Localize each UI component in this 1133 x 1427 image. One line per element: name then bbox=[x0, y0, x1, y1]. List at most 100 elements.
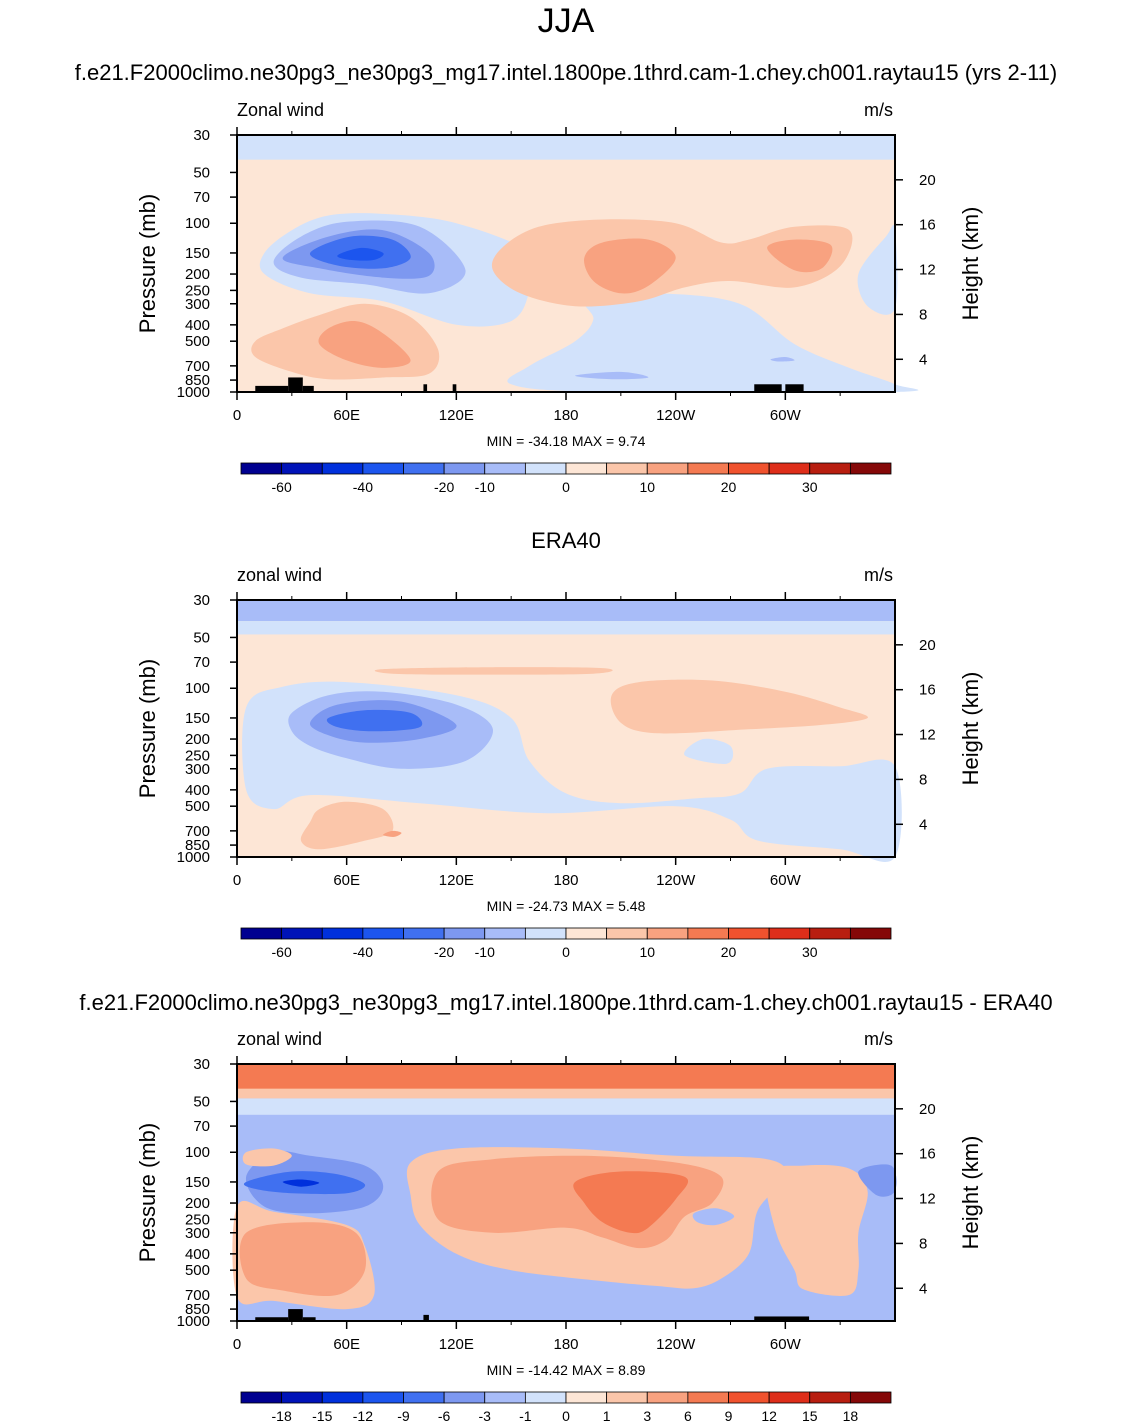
x-tick-label: 180 bbox=[553, 872, 578, 889]
y-tick-label: 400 bbox=[185, 317, 210, 334]
colorbar-swatch bbox=[321, 927, 364, 940]
terrain-block bbox=[785, 384, 804, 392]
terrain-block bbox=[754, 1316, 810, 1321]
height-tick-label: 8 bbox=[919, 1235, 927, 1252]
region-jet-core-max bbox=[337, 247, 384, 261]
y-tick-label: 500 bbox=[185, 1262, 210, 1279]
colorbar-swatch bbox=[565, 462, 608, 475]
colorbar-label: 10 bbox=[639, 479, 655, 495]
x-tick-label: 120W bbox=[656, 407, 696, 424]
colorbar-swatch bbox=[809, 927, 851, 940]
colorbar-swatch bbox=[728, 927, 770, 940]
panel-2-title: ERA40 bbox=[531, 528, 601, 553]
x-tick-label: 180 bbox=[553, 407, 578, 424]
terrain-block bbox=[423, 1314, 429, 1321]
colorbar-swatch bbox=[728, 462, 770, 475]
x-tick-label: 60W bbox=[770, 1336, 802, 1353]
colorbar-swatch bbox=[565, 927, 608, 940]
region-positive bbox=[242, 1148, 292, 1167]
y-tick-label: 400 bbox=[185, 782, 210, 799]
x-tick-label: 120E bbox=[439, 407, 474, 424]
terrain-block bbox=[288, 1309, 303, 1321]
colorbar-swatch bbox=[321, 1391, 364, 1404]
panel-1-title: f.e21.F2000climo.ne30pg3_ne30pg3_mg17.in… bbox=[74, 60, 1058, 85]
colorbar-swatch bbox=[240, 462, 283, 475]
terrain-block bbox=[423, 384, 428, 392]
colorbar-swatch bbox=[687, 462, 729, 475]
colorbar-swatch bbox=[403, 927, 445, 940]
region-jet-core bbox=[326, 709, 423, 732]
y-tick-label: 100 bbox=[185, 680, 210, 697]
colorbar-label: 0 bbox=[562, 1408, 570, 1424]
y-tick-label: 300 bbox=[185, 761, 210, 778]
colorbar-swatch bbox=[281, 1391, 323, 1404]
colorbar-swatch bbox=[606, 927, 648, 940]
colorbar-label: 12 bbox=[761, 1408, 777, 1424]
region-top-easterly bbox=[237, 135, 895, 160]
y-tick-label: 300 bbox=[185, 1225, 210, 1242]
region-positive bbox=[374, 667, 613, 675]
y-tick-label: 850 bbox=[185, 1301, 210, 1318]
region-negative bbox=[858, 1164, 897, 1197]
colorbar-label: -10 bbox=[475, 479, 495, 495]
terrain-block bbox=[302, 1317, 316, 1321]
terrain-block bbox=[452, 384, 457, 392]
y-axis-title: Pressure (mb) bbox=[135, 194, 160, 333]
x-tick-label: 120W bbox=[656, 872, 696, 889]
height-tick-label: 20 bbox=[919, 1101, 936, 1118]
x-tick-label: 60E bbox=[333, 872, 360, 889]
colorbar-label: 10 bbox=[639, 944, 655, 960]
colorbar-swatch bbox=[849, 1391, 892, 1404]
region-positive bbox=[300, 801, 394, 850]
terrain-block bbox=[255, 385, 289, 392]
colorbar-label: 18 bbox=[843, 1408, 859, 1424]
y-tick-label: 70 bbox=[193, 189, 210, 206]
x-tick-label: 120E bbox=[439, 1336, 474, 1353]
colorbar-swatch bbox=[524, 1391, 567, 1404]
colorbar-label: 20 bbox=[721, 479, 737, 495]
y-tick-label: 30 bbox=[193, 127, 210, 144]
y-tick-label: 30 bbox=[193, 592, 210, 609]
colorbar-swatch bbox=[768, 927, 811, 940]
y-tick-label: 500 bbox=[185, 333, 210, 350]
colorbar-swatch bbox=[484, 927, 526, 940]
y-tick-label: 250 bbox=[185, 282, 210, 299]
region-top-easterly-weak bbox=[237, 621, 895, 635]
y-tick-label: 1000 bbox=[177, 849, 210, 866]
x-tick-label: 60W bbox=[770, 407, 802, 424]
colorbar-swatch bbox=[240, 1391, 283, 1404]
panel-2-minmax: MIN = -24.73 MAX = 5.48 bbox=[486, 898, 646, 914]
height-axis-title: Height (km) bbox=[958, 207, 983, 321]
colorbar-swatch bbox=[809, 1391, 851, 1404]
y-tick-label: 150 bbox=[185, 245, 210, 262]
colorbar-swatch bbox=[524, 927, 567, 940]
height-tick-label: 20 bbox=[919, 172, 936, 189]
y-tick-label: 100 bbox=[185, 215, 210, 232]
terrain-block bbox=[302, 385, 314, 392]
colorbar-swatch bbox=[809, 462, 851, 475]
colorbar-swatch bbox=[403, 462, 445, 475]
colorbar-swatch bbox=[646, 1391, 689, 1404]
panel-1-variable-label: Zonal wind bbox=[237, 100, 325, 120]
panel-2-units-label: m/s bbox=[864, 565, 893, 585]
colorbar-swatch bbox=[646, 927, 689, 940]
colorbar-swatch bbox=[281, 927, 323, 940]
colorbar-swatch bbox=[849, 462, 892, 475]
height-tick-label: 12 bbox=[919, 727, 936, 744]
panel-2-field bbox=[237, 600, 902, 863]
colorbar-swatch bbox=[768, 1391, 811, 1404]
colorbar-label: -12 bbox=[353, 1408, 373, 1424]
colorbar-label: -40 bbox=[353, 479, 373, 495]
x-tick-label: 0 bbox=[233, 872, 241, 889]
colorbar-label: -3 bbox=[479, 1408, 492, 1424]
region-positive-max bbox=[767, 239, 833, 273]
colorbar-swatch bbox=[240, 927, 283, 940]
region-weak-negative bbox=[684, 738, 734, 764]
y-axis-title: Pressure (mb) bbox=[135, 659, 160, 798]
region-transition bbox=[237, 1098, 895, 1115]
colorbar-swatch bbox=[728, 1391, 770, 1404]
colorbar-label: -60 bbox=[272, 944, 292, 960]
region-weak-negative bbox=[507, 292, 919, 393]
y-tick-label: 200 bbox=[185, 266, 210, 283]
